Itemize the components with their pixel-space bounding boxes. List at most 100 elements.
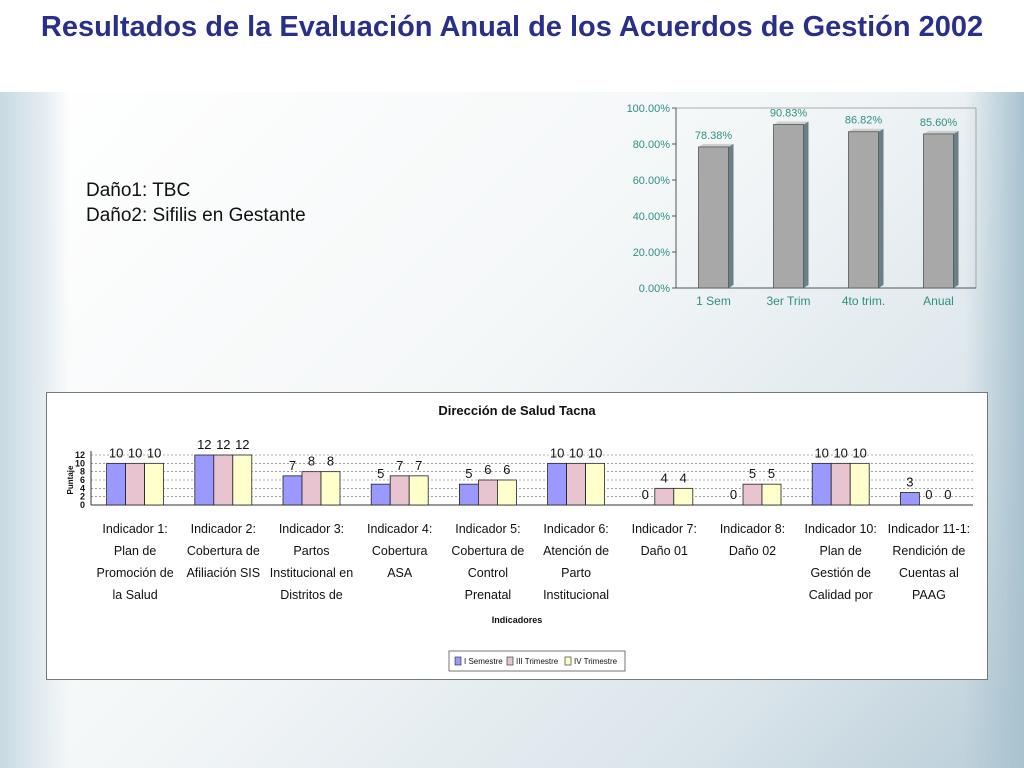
legend: I Semestre III Trimestre IV Trimestre (448, 650, 626, 672)
x-tick-label: 1 Sem (696, 294, 731, 308)
data-label: 90.83% (770, 108, 808, 120)
bar (458, 483, 479, 506)
y-tick-label: 4 (80, 483, 85, 493)
data-label: 8 (308, 454, 315, 469)
data-label: 6 (484, 462, 491, 477)
data-label: 4 (661, 470, 668, 485)
legend-box (448, 650, 626, 672)
y-tick-label: 40.00% (633, 211, 671, 223)
x-tick-label: Promoción de (97, 566, 174, 580)
y-tick-label: 8 (80, 467, 85, 477)
bar (282, 475, 303, 506)
x-tick-label: Indicador 7: (632, 522, 697, 536)
data-label: 6 (503, 462, 510, 477)
bar-side (803, 121, 809, 288)
bar (125, 462, 145, 506)
x-tick-label: Atención de (543, 544, 609, 558)
x-tick-label: ASA (387, 566, 413, 580)
bar-top (923, 130, 959, 134)
x-tick-label: 3er Trim (766, 294, 810, 308)
bar (654, 487, 675, 506)
bar (900, 492, 920, 506)
y-tick-label: 20.00% (633, 247, 671, 259)
x-tick-label: Afiliación SIS (186, 566, 260, 580)
x-tick-label: Gestión de (810, 566, 871, 580)
bar (106, 462, 126, 506)
y-tick-label: 60.00% (633, 175, 671, 187)
bar (761, 483, 782, 506)
x-tick-label: Plan de (114, 544, 156, 558)
data-label: 12 (216, 437, 230, 452)
y-tick-label: 10 (75, 458, 85, 468)
x-tick-label: Indicador 3: (279, 522, 344, 536)
y-tick-label: 6 (80, 475, 85, 485)
data-label: 10 (833, 445, 847, 460)
bar (301, 471, 322, 506)
x-tick-label: Indicador 10: (805, 522, 877, 536)
data-label: 5 (749, 466, 756, 481)
bar (477, 479, 498, 506)
bar (389, 475, 410, 506)
x-tick-label: Indicador 5: (455, 522, 520, 536)
data-label: 10 (147, 445, 161, 460)
x-tick-label: Indicador 11-1: (888, 522, 970, 536)
data-label: 10 (550, 445, 564, 460)
data-label: 10 (852, 445, 866, 460)
y-tick-label: 0.00% (639, 283, 670, 295)
bar (923, 133, 954, 289)
data-label: 85.60% (920, 117, 958, 129)
bar (673, 487, 694, 506)
x-tick-label: Indicador 6: (543, 522, 608, 536)
bar (370, 483, 391, 506)
bar (320, 471, 341, 506)
y-tick-label: 100.00% (627, 103, 671, 115)
slide-title: Resultados de la Evaluación Anual de los… (40, 11, 984, 43)
y-tick-label: 12 (75, 450, 85, 460)
indicator-chart-frame: Dirección de Salud Tacna 0 2 4 6 8 10 12 Puntaje… (46, 392, 988, 680)
bar-top (698, 143, 734, 147)
data-label: 7 (289, 458, 296, 473)
legend-swatch (506, 656, 514, 666)
x-tick-label: Prenatal (465, 588, 512, 602)
data-label: 0 (925, 487, 932, 502)
data-label: 12 (235, 437, 249, 452)
legend-swatch (564, 656, 572, 666)
x-tick-label: Institucional (543, 588, 609, 602)
data-label: 0 (944, 487, 951, 502)
x-tick-label: Institucional en (270, 566, 353, 580)
x-tick-label: Indicador 1: (102, 522, 167, 536)
data-label: 10 (109, 445, 123, 460)
x-tick-label: Cobertura de (451, 544, 524, 558)
data-label: 3 (906, 475, 913, 490)
indicator-bar-chart: Dirección de Salud Tacna024681012Puntaje… (66, 403, 973, 672)
bar-side (728, 143, 734, 288)
data-label: 5 (377, 466, 384, 481)
bar (547, 462, 568, 506)
data-label: 10 (814, 445, 828, 460)
bar (742, 483, 763, 506)
x-tick-label: Calidad por (809, 588, 873, 602)
notes-block: Daño1: TBC Daño2: Sifilis en Gestante (86, 178, 306, 228)
legend-label: III Trimestre (516, 657, 559, 666)
data-label: 8 (327, 454, 334, 469)
x-tick-label: Control (468, 566, 508, 580)
x-tick-label: Indicador 8: (720, 522, 785, 536)
bar (194, 454, 215, 506)
x-tick-label: Cobertura (372, 544, 428, 558)
bar (213, 454, 234, 506)
x-tick-label: Plan de (819, 544, 861, 558)
note-dano1: Daño1: TBC (86, 180, 191, 201)
data-label: 0 (730, 487, 737, 502)
legend-label: I Semestre (464, 657, 503, 666)
x-tick-label: Daño 01 (641, 544, 688, 558)
x-tick-label: Cobertura de (187, 544, 260, 558)
x-tick-label: Indicador 4: (367, 522, 432, 536)
data-label: 4 (680, 470, 687, 485)
data-label: 86.82% (845, 115, 883, 127)
bar-side (953, 130, 959, 288)
x-axis-label: Indicadores (492, 615, 543, 625)
x-tick-label: PAAG (912, 588, 946, 602)
x-tick-label: Anual (923, 294, 954, 308)
x-tick-label: Parto (561, 566, 591, 580)
bar (232, 454, 253, 506)
